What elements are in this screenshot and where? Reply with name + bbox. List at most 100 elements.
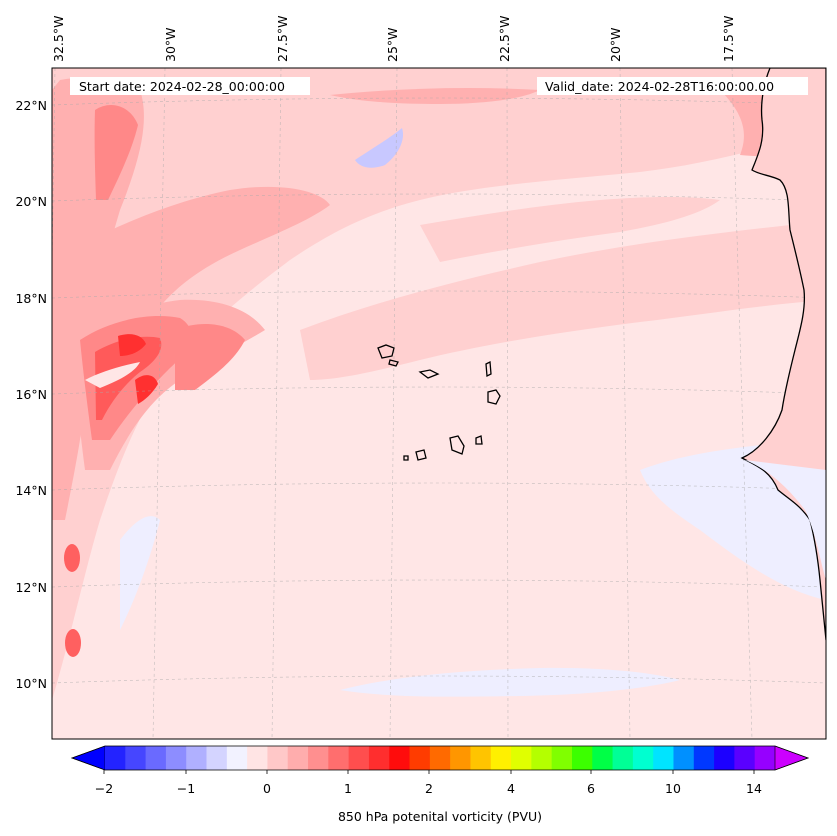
colorbar-swatch bbox=[247, 746, 268, 770]
start-date-box bbox=[70, 77, 310, 95]
pv-core-red-3 bbox=[135, 375, 158, 404]
colorbar-swatch bbox=[551, 746, 573, 770]
colorbar-swatch bbox=[267, 746, 289, 770]
valid-date-label: Valid_date: 2024-02-28T16:00:00.00 bbox=[545, 79, 774, 94]
colorbar-over-arrow bbox=[774, 745, 809, 771]
colorbar-swatch bbox=[308, 746, 329, 770]
colorbar-swatch bbox=[693, 746, 715, 770]
island-sao-nicolau bbox=[418, 369, 440, 379]
colorbar-tick-label: 10 bbox=[665, 781, 681, 796]
pv-core-red-4 bbox=[64, 544, 80, 572]
parallel-gridline bbox=[52, 290, 826, 299]
pv-band-light-mid bbox=[420, 197, 720, 262]
colorbar-swatch bbox=[165, 746, 187, 770]
pv-core-red-1 bbox=[95, 336, 162, 420]
pv-white-gap bbox=[85, 362, 140, 388]
colorbar-tick-labels: −2 −1 0 1 2 4 6 10 14 bbox=[95, 770, 762, 796]
meridian-gridline bbox=[506, 68, 509, 739]
pv-core-red-5 bbox=[65, 629, 81, 657]
colorbar-swatch bbox=[450, 746, 471, 770]
colorbar-swatch bbox=[409, 746, 431, 770]
latitude-label: 20°N bbox=[15, 194, 47, 209]
latitude-label: 14°N bbox=[15, 483, 47, 498]
meridian-gridline bbox=[271, 68, 282, 739]
latitude-label: 10°N bbox=[15, 676, 47, 691]
colorbar-swatch bbox=[734, 746, 756, 770]
meridian-gridline bbox=[389, 68, 398, 739]
colorbar-swatch bbox=[754, 746, 776, 770]
start-date-label: Start date: 2024-02-28_00:00:00 bbox=[79, 79, 285, 94]
latitude-label: 12°N bbox=[15, 580, 47, 595]
colorbar-tick-label: 14 bbox=[746, 781, 762, 796]
colorbar-swatch bbox=[186, 746, 208, 770]
longitude-label: 17.5°W bbox=[721, 16, 736, 62]
longitude-label: 30°W bbox=[163, 27, 178, 62]
longitude-label: 25°W bbox=[385, 27, 400, 62]
colorbar-swatch bbox=[348, 746, 370, 770]
colorbar-tick-label: 0 bbox=[263, 781, 271, 796]
island-brava bbox=[403, 455, 409, 461]
longitude-label: 32.5°W bbox=[51, 16, 66, 62]
colorbar-swatch bbox=[673, 746, 695, 770]
parallel-gridline bbox=[52, 482, 826, 491]
colorbar-swatch bbox=[125, 746, 147, 770]
colorbar-swatch bbox=[389, 746, 411, 770]
map-frame bbox=[51, 67, 827, 740]
colorbar-swatch bbox=[368, 746, 390, 770]
colorbar-swatch bbox=[632, 746, 654, 770]
colorbar-swatch bbox=[470, 746, 492, 770]
parallel-gridline bbox=[52, 579, 826, 588]
meridian-gridline bbox=[619, 68, 631, 739]
colorbar-swatch bbox=[328, 746, 350, 770]
parallel-gridline bbox=[52, 675, 826, 684]
colorbar-tick-label: −1 bbox=[177, 781, 195, 796]
pv-band-pink-west bbox=[52, 77, 144, 520]
latitude-label: 18°N bbox=[15, 291, 47, 306]
colorbar-swatch bbox=[531, 746, 553, 770]
graticule bbox=[52, 68, 826, 739]
colorbar bbox=[70, 745, 810, 771]
colorbar-swatch bbox=[714, 746, 735, 770]
colorbar-swatch bbox=[612, 746, 634, 770]
map-panel bbox=[52, 68, 826, 739]
island-sal bbox=[485, 360, 492, 378]
colorbar-tick-label: 4 bbox=[507, 781, 515, 796]
pv-band-pink-top-arc bbox=[330, 87, 540, 104]
island-santo-antao bbox=[377, 344, 395, 359]
parallel-gridline bbox=[52, 193, 826, 202]
colorbar-swatch bbox=[206, 746, 228, 770]
colorbar-swatch bbox=[592, 746, 614, 770]
island-fogo bbox=[415, 449, 427, 461]
pv-band-light-east bbox=[300, 224, 826, 380]
colorbar-under-arrow bbox=[71, 745, 106, 771]
pv-core-rose-2 bbox=[94, 105, 138, 200]
parallel-gridline bbox=[52, 97, 826, 106]
valid-date-box bbox=[537, 77, 808, 95]
pv-core-rose-3 bbox=[175, 324, 245, 390]
meridian-gridline bbox=[152, 68, 166, 739]
colorbar-swatch bbox=[429, 746, 451, 770]
latitude-label: 16°N bbox=[15, 387, 47, 402]
colorbar-swatch bbox=[653, 746, 674, 770]
colorbar-swatch bbox=[287, 746, 309, 770]
longitude-label: 27.5°W bbox=[275, 16, 290, 62]
longitude-label: 20°W bbox=[608, 27, 623, 62]
longitude-labels: 32.5°W 30°W 27.5°W 25°W 22.5°W 20°W 17.5°W bbox=[51, 16, 736, 62]
colorbar-tick-label: −2 bbox=[95, 781, 113, 796]
colorbar-swatch bbox=[226, 746, 248, 770]
pv-negative-patch-south bbox=[340, 667, 680, 697]
pv-negative-patch-north bbox=[355, 128, 404, 168]
island-sao-vicente bbox=[388, 359, 399, 367]
island-maio bbox=[475, 435, 483, 445]
latitude-labels: 22°N 20°N 18°N 16°N 14°N 12°N 10°N bbox=[15, 98, 47, 691]
colorbar-swatch bbox=[511, 746, 532, 770]
parallel-gridline bbox=[52, 386, 826, 395]
colorbar-swatch bbox=[490, 746, 512, 770]
colorbar-tick-label: 2 bbox=[425, 781, 433, 796]
pv-band-pink-swirl bbox=[80, 186, 330, 420]
colorbar-label: 850 hPa potenital vorticity (PVU) bbox=[338, 809, 542, 824]
colorbar-outline bbox=[70, 745, 810, 771]
colorbar-tick-label: 1 bbox=[344, 781, 352, 796]
longitude-label: 22.5°W bbox=[497, 16, 512, 62]
